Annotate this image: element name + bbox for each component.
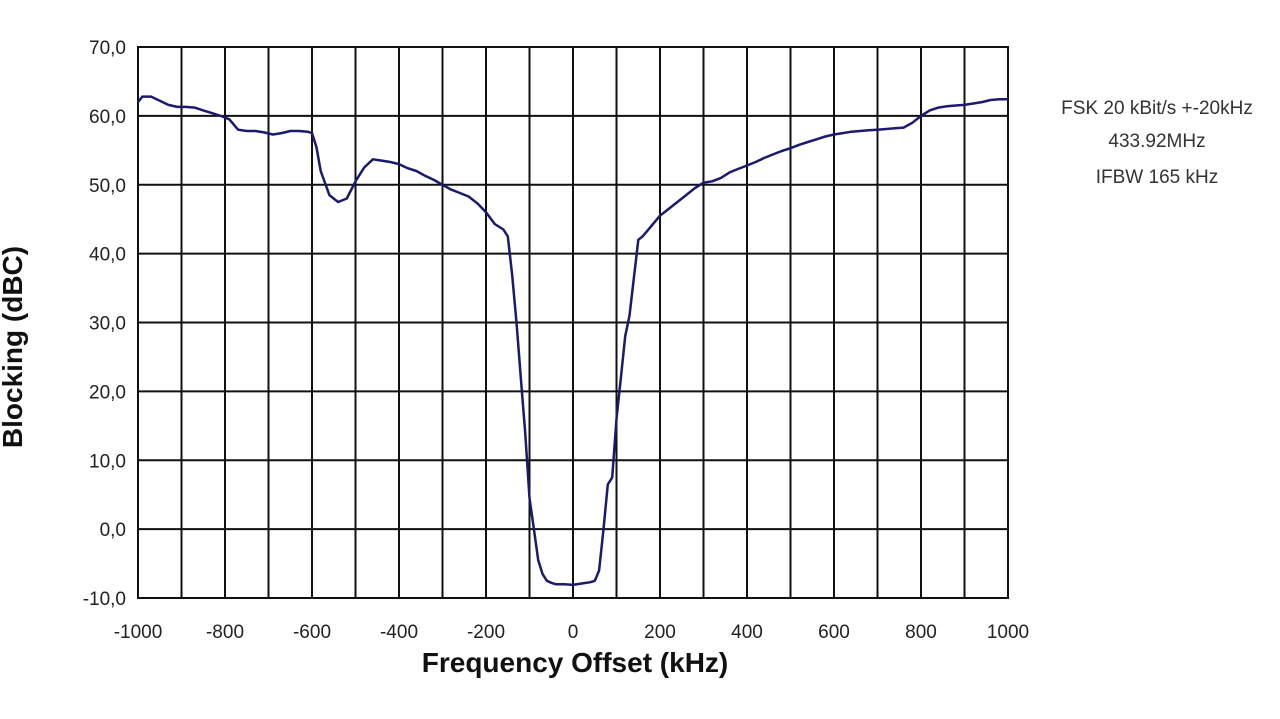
series-layer xyxy=(137,95,1008,587)
x-tick-label: 600 xyxy=(818,622,850,643)
y-tick-label: 60,0 xyxy=(89,107,126,128)
y-tick-label: 0,0 xyxy=(100,520,126,541)
y-tick-label: 10,0 xyxy=(89,451,126,472)
x-axis-title: Frequency Offset (kHz) xyxy=(422,647,729,678)
x-tick-label: -200 xyxy=(467,622,505,643)
y-tick-label: 40,0 xyxy=(89,245,126,266)
plot-border xyxy=(137,46,1009,599)
x-tick-label: 400 xyxy=(731,622,763,643)
series-line xyxy=(137,95,1008,587)
x-tick-label: -800 xyxy=(206,622,244,643)
x-tick-label: 200 xyxy=(644,622,676,643)
y-tick-label: 30,0 xyxy=(89,314,126,335)
y-axis-title: Blocking (dBC) xyxy=(0,246,28,448)
x-tick-label: 800 xyxy=(905,622,937,643)
x-tick-label: -600 xyxy=(293,622,331,643)
y-tick-label: 50,0 xyxy=(89,176,126,197)
y-tick-label: 20,0 xyxy=(89,382,126,403)
y-tick-label: -10,0 xyxy=(83,589,126,610)
x-axis-tick-labels: -1000 -800 -600 -400 -200 0 200 400 600 800 1000 xyxy=(114,622,1029,643)
annotation-line-ifbw: IFBW 165 kHz xyxy=(1096,167,1218,188)
x-tick-label: -1000 xyxy=(114,622,163,643)
y-tick-label: 70,0 xyxy=(89,38,126,59)
annotation: FSK 20 kBit/s +-20kHz 433.92MHz IFBW 165… xyxy=(1061,98,1253,188)
x-tick-label: -400 xyxy=(380,622,418,643)
y-axis-tick-labels: -10,0 0,0 10,0 20,0 30,0 40,0 50,0 60,0 70,0 xyxy=(83,38,126,610)
x-tick-label: 1000 xyxy=(987,622,1029,643)
annotation-line-frequency: 433.92MHz xyxy=(1108,131,1205,152)
x-tick-label: 0 xyxy=(568,622,579,643)
annotation-line-modulation: FSK 20 kBit/s +-20kHz xyxy=(1061,98,1253,119)
